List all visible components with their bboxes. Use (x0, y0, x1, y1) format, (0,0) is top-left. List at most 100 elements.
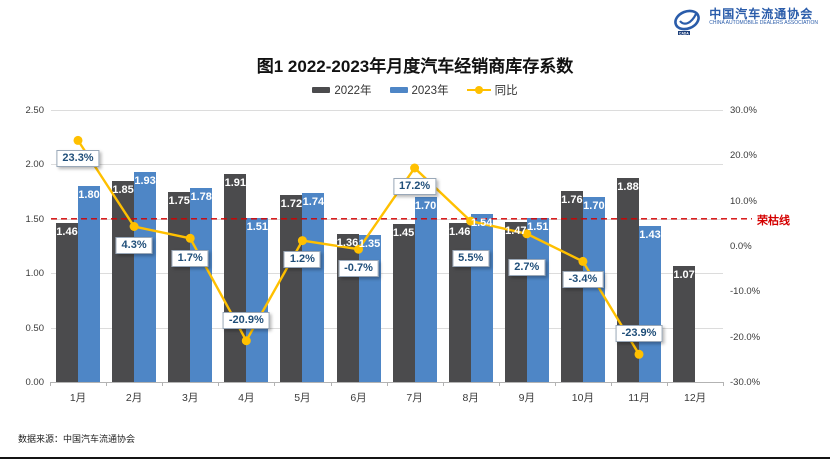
bar-value-label: 1.93 (134, 175, 156, 187)
legend-label-2022: 2022年 (334, 85, 372, 97)
legend-swatch-2023 (389, 87, 408, 93)
left-axis-tick-label: 0.50 (25, 322, 45, 334)
yoy-callout: 17.2% (392, 178, 437, 195)
svg-text:CADA: CADA (679, 32, 689, 36)
chart-title: 图1 2022-2023年月度汽车经销商库存系数 (256, 57, 574, 76)
right-axis-tick-label: -10.0% (730, 286, 761, 298)
left-axis-tick-label: 1.00 (25, 268, 45, 280)
bar-2023年-4月 (246, 217, 269, 382)
x-axis-month-label: 9月 (518, 392, 535, 404)
bar-2022年-9月 (504, 222, 527, 382)
legend-item-yoy: 同比 (466, 82, 518, 98)
logo-org-name-cn: 中国汽车流通协会 (709, 7, 814, 21)
cada-logo: CADA 中国汽车流通协会 CHINA AUTOMOBILE DEALERS A… (671, 7, 818, 38)
bar-value-label: 1.43 (639, 229, 661, 242)
bar-value-label: 1.54 (470, 217, 493, 230)
threshold-line-label: 荣枯线 (757, 214, 790, 227)
bar-2023年-5月 (302, 192, 325, 382)
cada-logo-icon: CADA (674, 9, 701, 36)
bar-value-label: 1.46 (56, 226, 78, 239)
x-axis-month-label: 2月 (125, 392, 143, 404)
x-axis-month-label: 1月 (69, 392, 87, 404)
left-axis-tick-label: 2.50 (25, 105, 45, 116)
x-axis-tick (554, 382, 556, 386)
yoy-callout: -3.4% (562, 271, 604, 289)
bar-value-label: 1.35 (358, 238, 381, 251)
bar-2023年-10月 (582, 197, 605, 382)
cada-logo-text: 中国汽车流通协会 CHINA AUTOMOBILE DEALERS ASSOCI… (709, 7, 818, 27)
bar-2022年-11月 (617, 177, 639, 382)
bar-value-label: 1.07 (673, 268, 695, 281)
legend-item-2023: 2023年 (389, 82, 449, 98)
x-axis-month-label: 7月 (406, 392, 423, 404)
h-gridline (51, 164, 723, 166)
bar-value-label: 1.70 (414, 200, 437, 212)
x-axis-month-label: 12月 (684, 392, 707, 404)
bar-value-label: 1.51 (527, 220, 549, 233)
right-axis-tick-label: -20.0% (730, 331, 761, 343)
x-axis-month-label: 10月 (571, 392, 594, 404)
bar-2022年-12月 (673, 265, 696, 382)
legend-label-yoy: 同比 (494, 85, 518, 97)
yoy-callout: 23.3% (56, 150, 100, 168)
right-axis-tick-label: -30.0% (730, 377, 761, 388)
bar-2023年-9月 (526, 217, 549, 382)
x-axis-tick (106, 382, 108, 386)
bar-value-label: 1.45 (392, 227, 415, 240)
yoy-callout: -0.7% (338, 260, 379, 278)
left-axis-tick-label: 2.00 (25, 159, 45, 171)
bar-2022年-4月 (224, 174, 247, 382)
x-axis-tick (330, 382, 332, 386)
yoy-callout: 2.7% (508, 258, 546, 276)
x-axis-month-label: 6月 (350, 392, 367, 404)
bar-value-label: 1.91 (224, 177, 246, 190)
yoy-marker (73, 135, 83, 145)
bar-value-label: 1.78 (190, 191, 212, 204)
logo-org-name-en: CHINA AUTOMOBILE DEALERS ASSOCIATION (709, 20, 818, 27)
x-axis-tick (498, 382, 500, 386)
bar-2023年-6月 (358, 235, 381, 382)
bar-2023年-11月 (639, 226, 661, 382)
bar-value-label: 1.70 (583, 200, 605, 212)
h-gridline (51, 110, 723, 111)
bar-2023年-7月 (414, 197, 437, 382)
x-axis-tick (218, 382, 220, 386)
x-axis-tick (667, 382, 669, 386)
legend-line-marker-icon (466, 86, 491, 94)
x-axis-month-label: 4月 (238, 392, 255, 404)
x-axis-month-label: 11月 (628, 392, 650, 404)
yoy-callout: -23.9% (615, 325, 663, 343)
legend-swatch-2022 (312, 87, 331, 93)
bottom-divider (0, 457, 830, 459)
right-axis-tick-label: 30.0% (730, 105, 757, 116)
left-axis-tick-label: 1.50 (25, 213, 45, 225)
x-axis-tick (386, 382, 388, 386)
bar-value-label: 1.51 (246, 220, 268, 233)
x-axis-tick (162, 382, 164, 386)
bar-2022年-2月 (112, 180, 135, 382)
bar-2023年-8月 (470, 214, 493, 382)
legend-item-2022: 2022年 (312, 82, 372, 98)
yoy-callout: -20.9% (222, 311, 270, 329)
yoy-callout: 1.2% (283, 250, 321, 268)
bar-2022年-5月 (280, 194, 303, 382)
x-axis-tick (50, 382, 51, 386)
bar-2023年-1月 (78, 186, 100, 382)
bar-2022年-1月 (56, 223, 78, 382)
x-axis-month-label: 5月 (294, 392, 311, 404)
right-axis-tick-label: 0.0% (730, 241, 752, 252)
x-axis-tick (442, 382, 444, 386)
bar-2022年-7月 (392, 224, 415, 382)
legend-label-2023: 2023年 (411, 85, 449, 97)
bar-2023年-3月 (190, 188, 213, 382)
bar-2023年-2月 (134, 172, 157, 382)
x-axis-month-label: 8月 (462, 392, 479, 404)
x-axis-tick (274, 382, 276, 386)
bar-2022年-8月 (448, 223, 471, 382)
data-source-note: 数据来源：中国汽车流通协会 (18, 434, 136, 444)
x-axis-tick (611, 382, 612, 386)
bar-2022年-6月 (336, 234, 359, 382)
yoy-callout: 4.3% (115, 236, 153, 254)
bar-value-label: 1.88 (617, 180, 639, 193)
